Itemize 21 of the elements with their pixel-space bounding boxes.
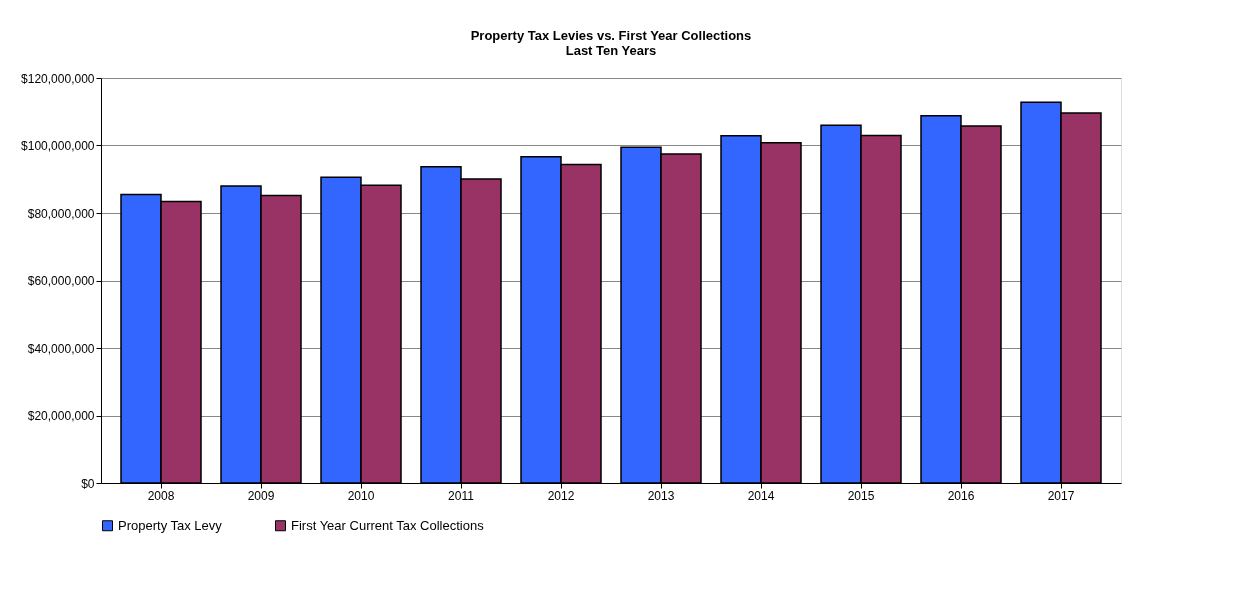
y-tick-label: $40,000,000	[27, 341, 95, 356]
x-tick-label: 2017	[1047, 488, 1075, 503]
x-tick-label: 2010	[347, 488, 375, 503]
x-tick-label: 2009	[247, 488, 275, 503]
x-tick-label: 2012	[547, 488, 575, 503]
x-tick-label: 2015	[847, 488, 875, 503]
legend-label: First Year Current Tax Collections	[291, 517, 485, 533]
x-tick-label: 2013	[647, 488, 675, 503]
y-tick-label: $80,000,000	[27, 206, 95, 221]
x-tick-label: 2014	[747, 488, 775, 503]
x-tick-label: 2008	[147, 488, 175, 503]
chart-subtitle: Last Ten Years	[565, 43, 657, 58]
legend-label: Property Tax Levy	[118, 517, 223, 533]
y-tick-label: $120,000,000	[21, 71, 95, 86]
chart-title: Property Tax Levies vs. First Year Collections	[470, 28, 752, 43]
y-tick-label: $20,000,000	[27, 409, 95, 423]
y-tick-label: $60,000,000	[27, 274, 95, 288]
y-tick-label: $100,000,000	[21, 139, 95, 153]
x-tick-label: 2011	[448, 488, 475, 503]
x-tick-label: 2016	[947, 488, 975, 503]
y-tick-label: $0	[81, 476, 95, 491]
